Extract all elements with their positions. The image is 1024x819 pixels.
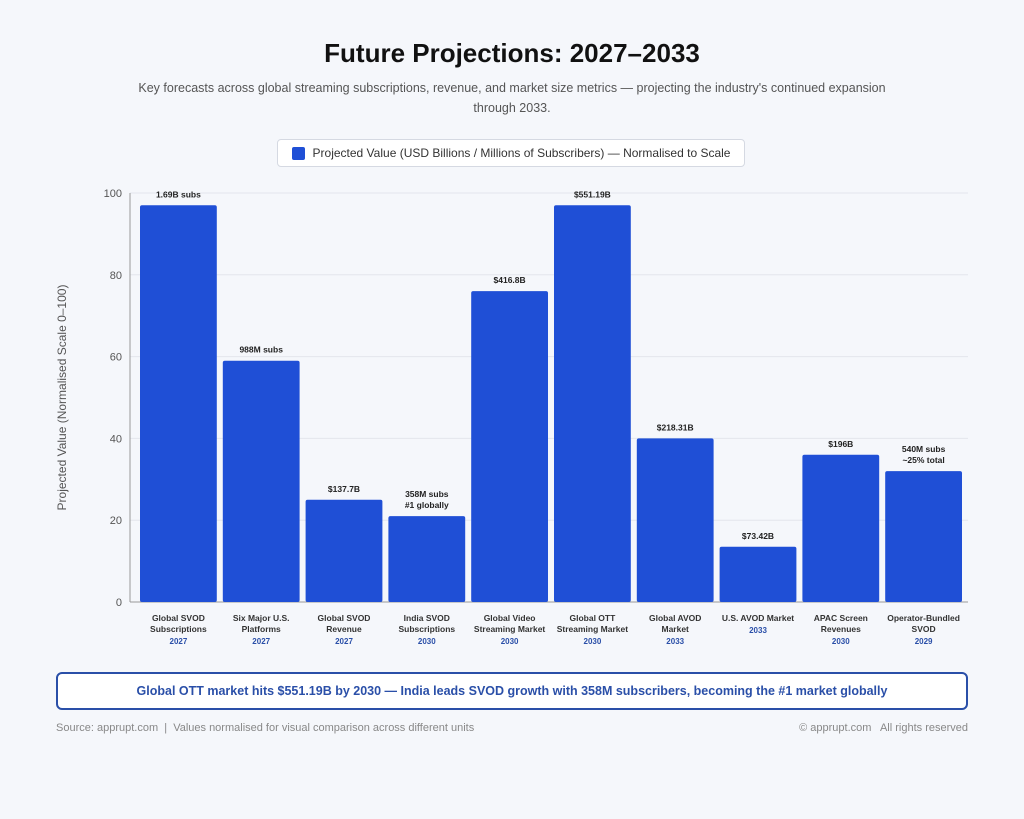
x-tick-label: Six Major U.S. <box>233 613 290 623</box>
x-tick-label: APAC Screen <box>814 613 868 623</box>
data-label: $416.8B <box>494 275 526 285</box>
x-tick-year: 2030 <box>584 637 602 646</box>
x-tick-label: Revenue <box>326 624 362 634</box>
bar <box>885 471 962 602</box>
data-label: $137.7B <box>328 484 360 494</box>
bar-chart: 0 20 40 60 80 100 Projected Value (Normalised … <box>55 188 968 646</box>
x-tick-label: Subscriptions <box>398 624 455 634</box>
data-label: 540M subs <box>902 444 946 454</box>
bar <box>471 291 548 602</box>
x-tick-year: 2027 <box>335 637 353 646</box>
data-label: 1.69B subs <box>156 189 201 199</box>
data-label: $551.19B <box>574 189 611 199</box>
x-tick-year: 2029 <box>915 637 933 646</box>
x-tick-label: Global OTT <box>569 613 616 623</box>
bar <box>554 205 631 602</box>
x-tick-label: Revenues <box>821 624 861 634</box>
y-axis-label: Projected Value (Normalised Scale 0–100) <box>55 285 69 511</box>
data-label: ~25% total <box>902 455 944 465</box>
page-title: Future Projections: 2027–2033 <box>324 38 700 68</box>
x-tick-year: 2027 <box>170 637 188 646</box>
x-tick-year: 2030 <box>501 637 519 646</box>
x-tick-label: Global Video <box>484 613 536 623</box>
page-subtitle: Key forecasts across global streaming su… <box>138 81 886 115</box>
y-tick-label: 0 <box>116 597 122 609</box>
x-tick-label: India SVOD <box>404 613 450 623</box>
y-tick-label: 80 <box>110 270 122 282</box>
callout-banner: Global OTT market hits $551.19B by 2030 … <box>56 672 968 710</box>
x-tick-label: Global SVOD <box>152 613 205 623</box>
data-label: $218.31B <box>657 422 694 432</box>
bar <box>388 516 466 602</box>
legend-label: Projected Value (USD Billions / Millions… <box>312 146 731 160</box>
y-tick-label: 100 <box>104 188 122 200</box>
x-tick-label: Streaming Market <box>474 624 545 634</box>
y-tick-label: 60 <box>110 352 122 364</box>
x-tick-label: Streaming Market <box>557 624 628 634</box>
x-tick-year: 2033 <box>749 626 767 635</box>
y-tick-label: 20 <box>110 515 122 527</box>
bar <box>305 499 383 602</box>
x-tick-label: U.S. AVOD Market <box>722 613 794 623</box>
bar <box>140 205 217 602</box>
x-tick-label: SVOD <box>912 624 936 634</box>
x-tick-label: Global SVOD <box>318 613 371 623</box>
bar <box>222 360 300 602</box>
x-tick-year: 2030 <box>832 637 850 646</box>
x-tick-year: 2027 <box>252 637 270 646</box>
footer-source: Source: apprupt.com | Values normalised … <box>56 722 475 734</box>
bar <box>636 438 714 602</box>
legend-swatch <box>291 146 305 160</box>
chart-legend: Projected Value (USD Billions / Millions… <box>277 139 745 167</box>
x-tick-year: 2033 <box>666 637 684 646</box>
data-label: #1 globally <box>405 500 449 510</box>
x-tick-label: Market <box>661 624 689 634</box>
x-tick-label: Operator-Bundled <box>887 613 960 623</box>
data-label: $73.42B <box>742 531 774 541</box>
footer-copyright: © apprupt.com All rights reserved <box>799 722 968 734</box>
y-tick-label: 40 <box>110 433 122 445</box>
data-label: 358M subs <box>405 489 449 499</box>
data-label: 988M subs <box>239 345 283 355</box>
bar <box>719 546 797 602</box>
x-tick-label: Subscriptions <box>150 624 207 634</box>
x-tick-year: 2030 <box>418 637 436 646</box>
x-tick-label: Global AVOD <box>649 613 701 623</box>
data-label: $196B <box>828 439 853 449</box>
bar <box>802 454 880 602</box>
x-tick-label: Platforms <box>242 624 281 634</box>
